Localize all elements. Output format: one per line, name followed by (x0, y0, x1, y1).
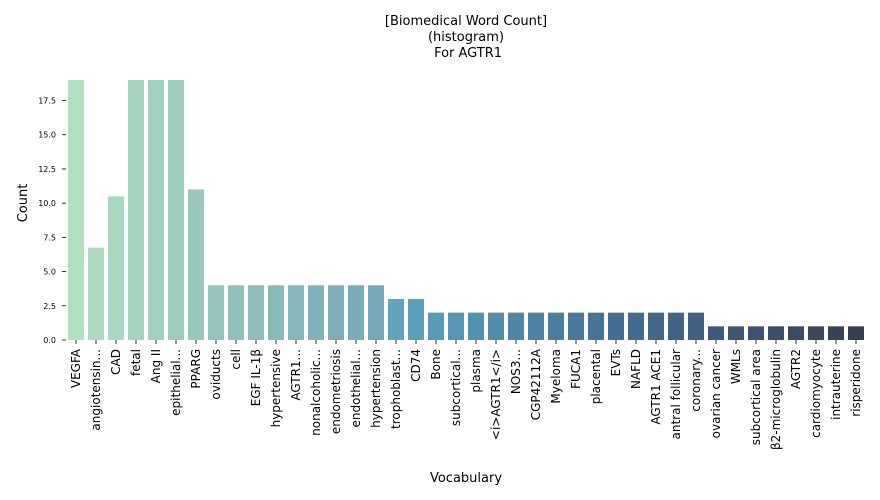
bar-16 (388, 298, 404, 340)
bar-9 (248, 285, 264, 340)
x-tick-label: Ang II (149, 349, 163, 383)
bar-34 (748, 326, 764, 340)
bar-27 (608, 312, 624, 340)
x-tick-label: β2-microglobulin (769, 349, 783, 450)
x-tick-label: subcortical area (749, 349, 763, 445)
x-tick-label: trophoblast... (389, 349, 403, 429)
bar-11 (288, 285, 304, 340)
bar-37 (808, 326, 824, 340)
chart-title: [Biomedical Word Count] (histogram) For A… (385, 14, 547, 61)
bar-17 (408, 298, 424, 340)
x-tick-label: placental (589, 349, 603, 404)
x-tick-label: coronary... (689, 349, 703, 412)
bar-15 (368, 285, 384, 340)
y-tick-label: 0.0 (43, 336, 56, 345)
x-axis: VEGFA angiotensin... CAD fetal Ang II epithel… (69, 340, 863, 450)
bar-6 (188, 189, 204, 340)
x-tick-label: CGP42112A (529, 348, 543, 420)
bar-3 (128, 80, 144, 340)
x-tick-label: plasma (469, 349, 483, 393)
x-tick-label: AGTR2 (789, 349, 803, 389)
bar-23 (528, 312, 544, 340)
x-tick-label: EVTs (609, 349, 623, 376)
x-tick-label: NOS3... (509, 349, 523, 394)
bar-36 (788, 326, 804, 340)
bar-35 (768, 326, 784, 340)
x-tick-label: cardiomyocyte (809, 349, 823, 438)
x-tick-label: endothelial... (349, 349, 363, 427)
bar-18 (428, 312, 444, 340)
bar-39 (848, 326, 864, 340)
x-tick-label: WMLs (729, 349, 743, 384)
bar-1 (88, 247, 104, 340)
x-tick-label: angiotensin... (89, 349, 103, 431)
y-axis: 0.0 2.5 5.0 7.5 10.0 12.5 15.0 17.5 (38, 97, 66, 345)
x-tick-label: NAFLD (629, 349, 643, 389)
x-tick-label: PPARG (189, 349, 203, 389)
x-tick-label: CD74 (409, 349, 423, 382)
bar-13 (328, 285, 344, 340)
x-tick-label: risperidone (849, 349, 863, 417)
x-tick-label: nonalcoholic... (309, 349, 323, 436)
bar-31 (688, 312, 704, 340)
y-tick-label: 15.0 (38, 131, 56, 140)
y-tick-label: 17.5 (38, 97, 56, 106)
bar-10 (268, 285, 284, 340)
bar-4 (148, 80, 164, 340)
bar-24 (548, 312, 564, 340)
y-tick-label: 5.0 (43, 268, 56, 277)
y-tick-label: 2.5 (43, 302, 56, 311)
bar-7 (208, 285, 224, 340)
bar-8 (228, 285, 244, 340)
y-tick-label: 7.5 (43, 233, 56, 242)
bar-32 (708, 326, 724, 340)
x-tick-label: oviducts (209, 349, 223, 400)
x-tick-label: endometriosis (329, 349, 343, 434)
bar-22 (508, 312, 524, 340)
x-tick-label: ovarian cancer (709, 349, 723, 438)
x-tick-label: antral follicular (669, 349, 683, 440)
bar-21 (488, 312, 504, 340)
bar-2 (108, 196, 124, 340)
bar-20 (468, 312, 484, 340)
bar-5 (168, 80, 184, 340)
bar-33 (728, 326, 744, 340)
x-tick-label: intrauterine (829, 349, 843, 420)
x-tick-label: FUCA1 (569, 349, 583, 389)
bar-26 (588, 312, 604, 340)
x-tick-label: Bone (429, 349, 443, 380)
x-tick-label: hypertensive (269, 349, 283, 427)
bar-0 (68, 80, 84, 340)
x-tick-label: AGTR1... (289, 349, 303, 401)
x-tick-label: fetal (129, 349, 143, 376)
bar-30 (668, 312, 684, 340)
x-tick-label: AGTR1 ACE1 (649, 349, 663, 425)
x-tick-label: epithelial... (169, 349, 183, 416)
x-tick-label: Myeloma (549, 349, 563, 404)
x-tick-label: <i>AGTR1</i> (489, 349, 503, 440)
x-tick-label: hypertension (369, 349, 383, 428)
x-axis-label: Vocabulary (430, 471, 502, 486)
bar-38 (828, 326, 844, 340)
bar-28 (628, 312, 644, 340)
bar-12 (308, 285, 324, 340)
bar-25 (568, 312, 584, 340)
bars (68, 80, 864, 340)
bar-19 (448, 312, 464, 340)
x-tick-label: EGF IL-1β (249, 349, 263, 406)
y-axis-label: Count (16, 184, 31, 223)
x-tick-label: subcortical... (449, 349, 463, 426)
y-tick-label: 10.0 (38, 199, 56, 208)
bar-29 (648, 312, 664, 340)
bar-14 (348, 285, 364, 340)
x-tick-label: VEGFA (69, 348, 83, 388)
x-tick-label: CAD (109, 349, 123, 375)
y-tick-label: 12.5 (38, 165, 56, 174)
x-tick-label: cell (229, 349, 243, 370)
